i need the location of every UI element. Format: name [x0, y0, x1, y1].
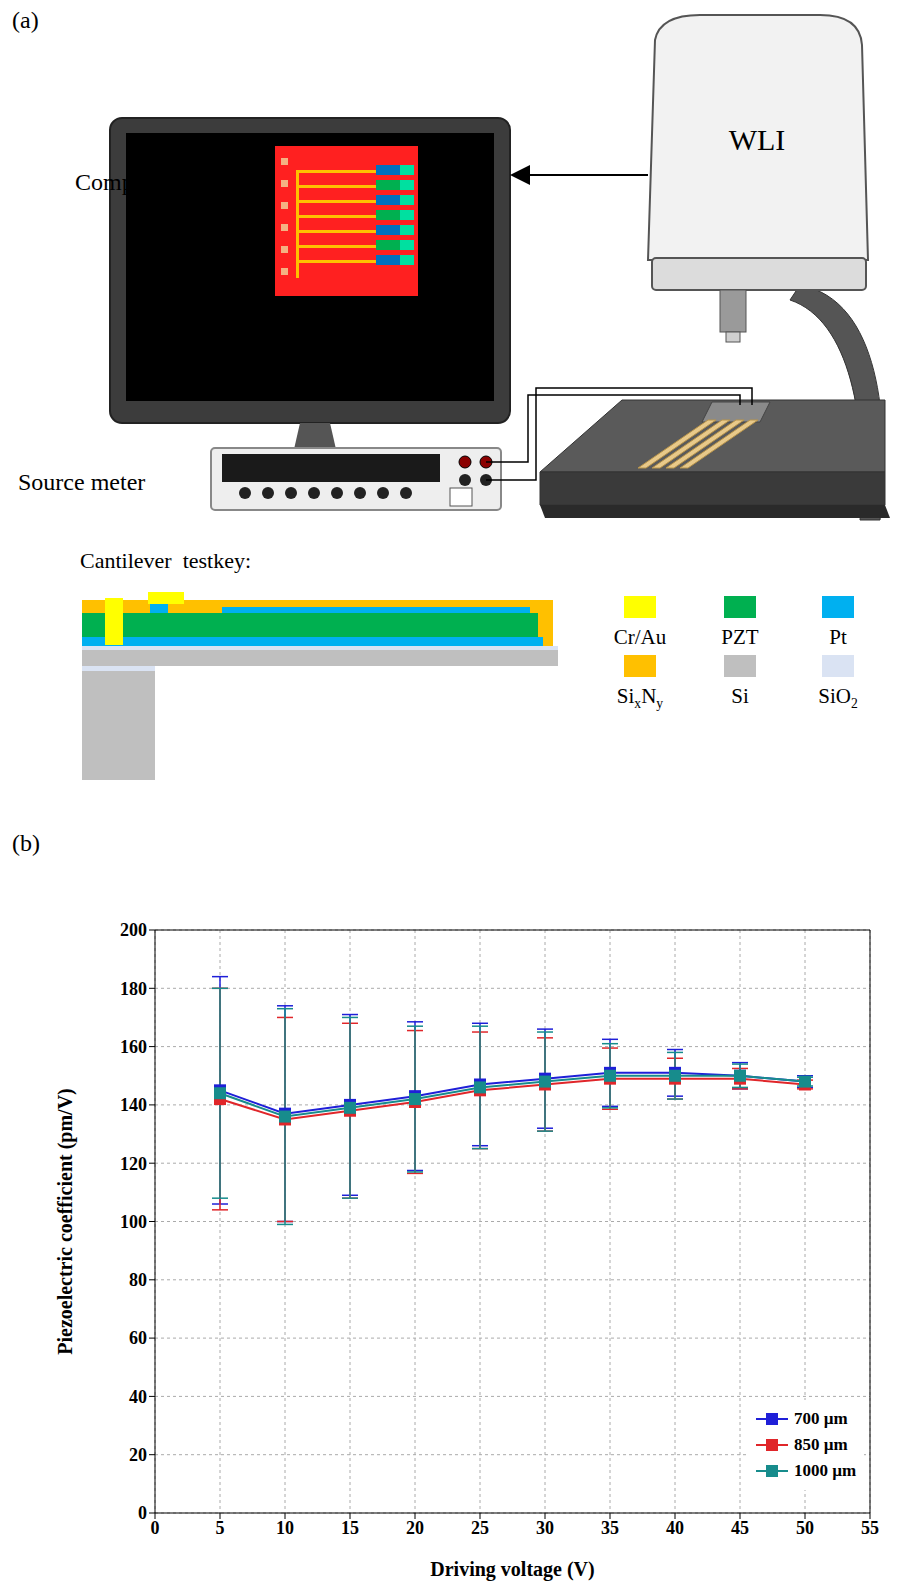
- html-text:850 µm: 850 µm: [794, 1435, 848, 1454]
- svg-text:SixNy: SixNy: [617, 684, 664, 711]
- svg-text:120: 120: [120, 1154, 147, 1174]
- svg-text:140: 140: [120, 1095, 147, 1115]
- html-text:1000 µm: 1000 µm: [794, 1461, 857, 1480]
- html-text:700 µm: 700 µm: [794, 1409, 848, 1428]
- svg-text:Pt: Pt: [829, 625, 847, 649]
- html-text:(b): (b): [12, 830, 40, 856]
- svg-text:(a): (a): [12, 7, 39, 33]
- svg-text:200: 200: [120, 920, 147, 940]
- svg-text:45: 45: [731, 1518, 749, 1538]
- svg-text:30: 30: [536, 1518, 554, 1538]
- svg-text:Piezoelectric coefficient (pm/: Piezoelectric coefficient (pm/V): [54, 1088, 77, 1355]
- svg-text:35: 35: [601, 1518, 619, 1538]
- svg-text:SiO2: SiO2: [818, 684, 858, 711]
- svg-text:Driving voltage (V): Driving voltage (V): [430, 1558, 594, 1581]
- svg-text:100: 100: [120, 1212, 147, 1232]
- svg-text:PZT: PZT: [721, 625, 759, 649]
- svg-text:Si: Si: [731, 684, 749, 708]
- svg-text:60: 60: [129, 1328, 147, 1348]
- svg-text:50: 50: [796, 1518, 814, 1538]
- svg-text:40: 40: [129, 1387, 147, 1407]
- svg-text:40: 40: [666, 1518, 684, 1538]
- svg-text:80: 80: [129, 1270, 147, 1290]
- svg-text:20: 20: [129, 1445, 147, 1465]
- svg-text:Computer: Computer: [75, 169, 171, 195]
- svg-text:0: 0: [138, 1503, 147, 1523]
- svg-text:180: 180: [120, 979, 147, 999]
- svg-text:0: 0: [151, 1518, 160, 1538]
- svg-text:25: 25: [471, 1518, 489, 1538]
- svg-text:Source meter: Source meter: [18, 469, 145, 495]
- svg-text:Cr/Au: Cr/Au: [614, 625, 667, 649]
- svg-text:15: 15: [341, 1518, 359, 1538]
- svg-text:10: 10: [276, 1518, 294, 1538]
- svg-text:Cantilever testkey:: Cantilever testkey:: [80, 548, 251, 573]
- svg-text:20: 20: [406, 1518, 424, 1538]
- svg-text:55: 55: [861, 1518, 879, 1538]
- svg-text:5: 5: [216, 1518, 225, 1538]
- svg-text:160: 160: [120, 1037, 147, 1057]
- svg-text:WLI: WLI: [729, 123, 786, 156]
